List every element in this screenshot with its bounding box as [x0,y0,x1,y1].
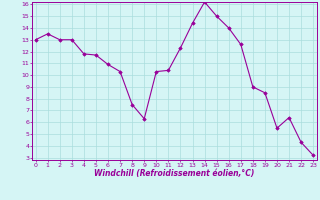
X-axis label: Windchill (Refroidissement éolien,°C): Windchill (Refroidissement éolien,°C) [94,169,255,178]
